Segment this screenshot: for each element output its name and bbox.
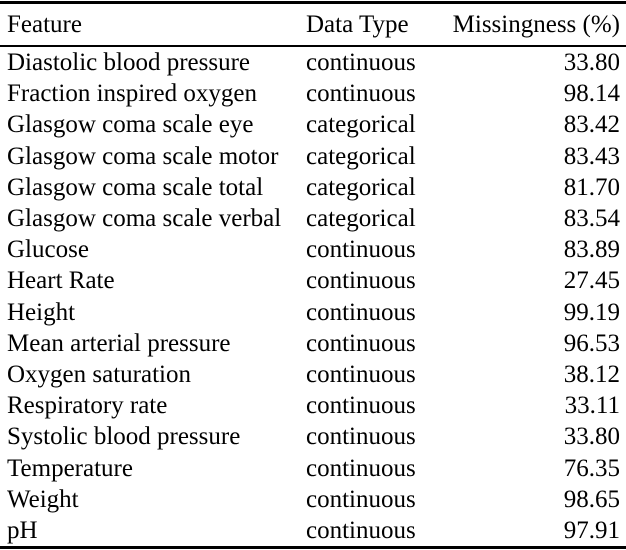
feature-cell: Glasgow coma scale total — [7, 173, 264, 201]
feature-cell: Glasgow coma scale eye — [7, 111, 254, 139]
feature-cell: Fraction inspired oxygen — [7, 80, 257, 108]
table-row: Glucose continuous 83.89 — [0, 234, 626, 265]
column-header-data-type: Data Type — [306, 2, 434, 47]
column-header-missingness: Missingness (%) — [434, 2, 626, 47]
missingness-cell: 99.19 — [563, 298, 620, 326]
data-type-cell: continuous — [306, 485, 416, 513]
missingness-cell: 98.14 — [563, 80, 620, 108]
feature-cell: Glasgow coma scale verbal — [7, 205, 282, 233]
table-row: Glasgow coma scale verbal categorical 83… — [0, 203, 626, 234]
feature-cell: Glasgow coma scale motor — [7, 142, 279, 170]
column-header-feature: Feature — [0, 2, 306, 47]
missingness-cell: 83.54 — [563, 205, 620, 233]
missingness-cell: 76.35 — [563, 454, 620, 482]
feature-cell: Weight — [7, 485, 79, 513]
missingness-cell: 81.70 — [563, 173, 620, 201]
table-row: Glasgow coma scale eye categorical 83.42 — [0, 109, 626, 140]
table-row: Temperature continuous 76.35 — [0, 452, 626, 483]
data-type-cell: continuous — [306, 49, 416, 77]
table-header: Feature Data Type Missingness (%) — [0, 2, 626, 47]
table-row: Weight continuous 98.65 — [0, 484, 626, 515]
missingness-cell: 83.42 — [563, 111, 620, 139]
feature-cell: Systolic blood pressure — [7, 423, 241, 451]
missingness-cell: 38.12 — [563, 360, 620, 388]
missingness-cell: 33.11 — [564, 392, 620, 420]
missingness-cell: 83.43 — [563, 142, 620, 170]
table-row: Height continuous 99.19 — [0, 297, 626, 328]
table-row: Heart Rate continuous 27.45 — [0, 265, 626, 296]
table-row: Respiratory rate continuous 33.11 — [0, 390, 626, 421]
missingness-cell: 97.91 — [563, 516, 620, 544]
data-type-cell: continuous — [306, 423, 416, 451]
data-type-cell: continuous — [306, 360, 416, 388]
data-type-cell: continuous — [306, 80, 416, 108]
missingness-cell: 83.89 — [563, 236, 620, 264]
feature-cell: Temperature — [7, 454, 133, 482]
data-type-cell: continuous — [306, 236, 416, 264]
missingness-cell: 98.65 — [563, 485, 620, 513]
feature-cell: pH — [7, 516, 38, 544]
data-type-cell: continuous — [306, 329, 416, 357]
missingness-cell: 33.80 — [563, 423, 620, 451]
missingness-cell: 96.53 — [563, 329, 620, 357]
data-type-cell: continuous — [306, 516, 416, 544]
table-body: Diastolic blood pressure continuous 33.8… — [0, 46, 626, 548]
table-row: Mean arterial pressure continuous 96.53 — [0, 328, 626, 359]
feature-cell: Height — [7, 298, 76, 326]
data-type-cell: categorical — [306, 205, 416, 233]
table-row: Diastolic blood pressure continuous 33.8… — [0, 46, 626, 78]
data-type-cell: continuous — [306, 454, 416, 482]
data-type-cell: continuous — [306, 392, 416, 420]
data-type-cell: categorical — [306, 111, 416, 139]
feature-cell: Diastolic blood pressure — [7, 49, 251, 77]
data-type-cell: categorical — [306, 142, 416, 170]
table-row: Glasgow coma scale total categorical 81.… — [0, 172, 626, 203]
table-row: Oxygen saturation continuous 38.12 — [0, 359, 626, 390]
data-type-cell: continuous — [306, 267, 416, 295]
feature-cell: Oxygen saturation — [7, 360, 191, 388]
table-row: pH continuous 97.91 — [0, 515, 626, 548]
header-row: Feature Data Type Missingness (%) — [0, 2, 626, 47]
feature-cell: Heart Rate — [7, 267, 115, 295]
missingness-cell: 33.80 — [563, 49, 620, 77]
data-type-cell: continuous — [306, 298, 416, 326]
missingness-cell: 27.45 — [563, 267, 620, 295]
feature-cell: Respiratory rate — [7, 392, 168, 420]
feature-cell: Mean arterial pressure — [7, 329, 231, 357]
table-row: Systolic blood pressure continuous 33.80 — [0, 421, 626, 452]
table-row: Glasgow coma scale motor categorical 83.… — [0, 141, 626, 172]
feature-cell: Glucose — [7, 236, 89, 264]
table-row: Fraction inspired oxygen continuous 98.1… — [0, 78, 626, 109]
data-type-cell: categorical — [306, 173, 416, 201]
